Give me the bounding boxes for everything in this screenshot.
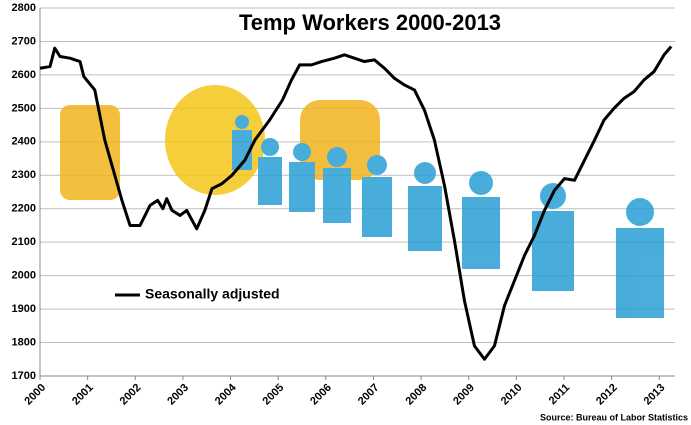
decor-letter [60, 105, 120, 200]
y-tick-label: 2600 [12, 69, 36, 81]
x-tick-label: 2012 [594, 382, 620, 408]
decor-figure [414, 162, 436, 184]
x-tick-label: 2000 [22, 382, 48, 408]
legend-label: Seasonally adjusted [145, 286, 280, 302]
y-tick-label: 2700 [12, 35, 36, 47]
decor-figure [469, 171, 493, 195]
decor-figure [362, 177, 392, 237]
y-tick-label: 2500 [12, 102, 36, 114]
source-note: Source: Bureau of Labor Statistics [540, 412, 688, 422]
decor-figure [323, 168, 351, 223]
background-decoration [60, 85, 664, 318]
y-tick-label: 2400 [12, 136, 36, 148]
y-tick-label: 2100 [12, 236, 36, 248]
decor-figure [293, 143, 311, 161]
decor-figure [258, 157, 282, 205]
y-tick-label: 1700 [12, 370, 36, 382]
decor-figure [408, 186, 442, 251]
chart-title: Temp Workers 2000-2013 [239, 10, 501, 35]
x-tick-label: 2007 [356, 382, 382, 408]
x-tick-label: 2011 [547, 382, 572, 407]
x-tick-label: 2005 [261, 382, 287, 408]
decor-figure [616, 228, 664, 318]
x-tick-label: 2004 [213, 381, 239, 407]
y-tick-label: 2200 [12, 203, 36, 215]
decor-letter [300, 100, 380, 180]
x-tick-label: 2009 [451, 382, 477, 408]
decor-figure [462, 197, 500, 269]
decor-figure [327, 147, 347, 167]
x-tick-label: 2002 [118, 382, 144, 408]
decor-figure [367, 155, 387, 175]
y-tick-label: 2000 [12, 270, 36, 282]
y-tick-label: 1900 [12, 303, 36, 315]
decor-figure [626, 198, 654, 226]
x-tick-label: 2010 [499, 382, 525, 408]
x-tick-label: 2013 [642, 382, 668, 408]
data-line [39, 45, 673, 361]
decor-figure [232, 130, 252, 170]
x-tick-label: 2006 [308, 382, 334, 408]
decor-figure [261, 138, 279, 156]
y-tick-label: 2800 [12, 2, 36, 14]
decor-figure [235, 115, 249, 129]
x-tick-label: 2001 [70, 382, 96, 408]
y-tick-label: 2300 [12, 169, 36, 181]
y-tick-label: 1800 [12, 336, 36, 348]
x-tick-label: 2008 [403, 382, 429, 408]
decor-figure [289, 162, 315, 212]
x-tick-label: 2003 [165, 382, 191, 408]
